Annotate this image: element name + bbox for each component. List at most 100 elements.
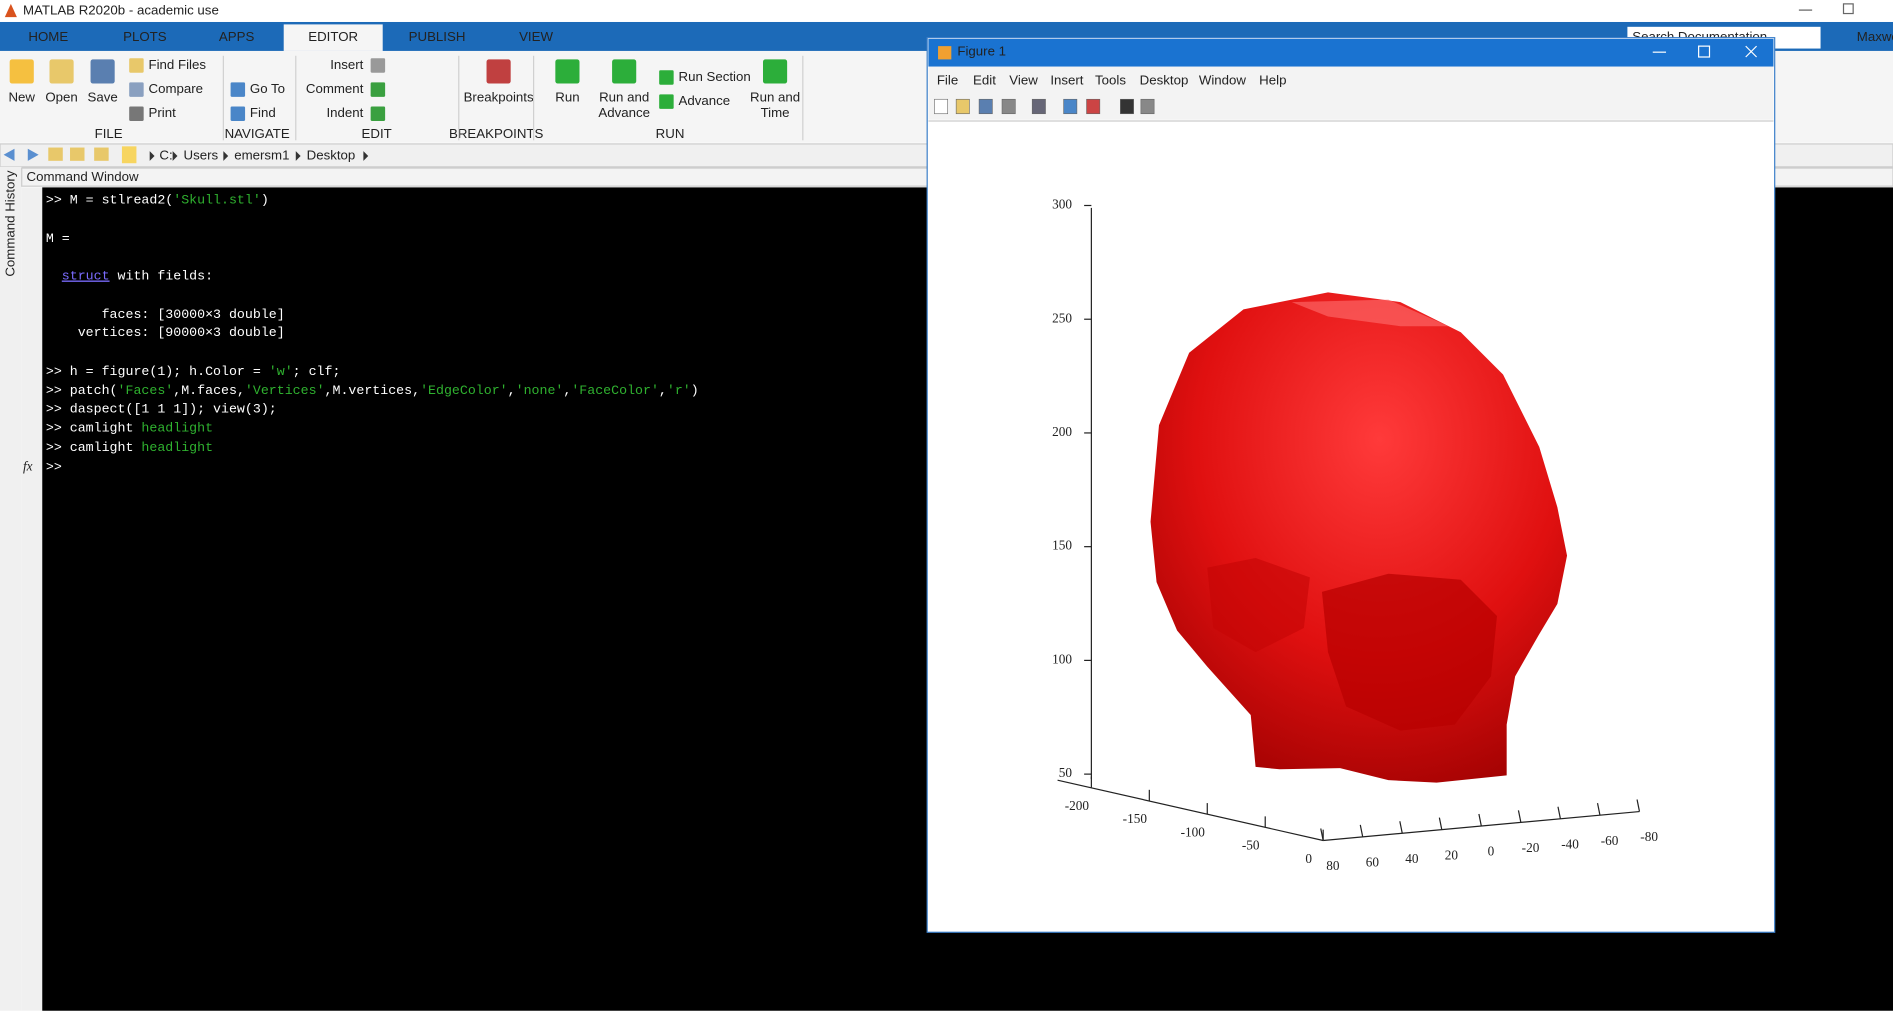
code-segment: 'EdgeColor' bbox=[420, 383, 508, 398]
menu-item[interactable]: View bbox=[1009, 73, 1038, 88]
button-icon[interactable] bbox=[486, 59, 511, 84]
restore[interactable] bbox=[1842, 3, 1854, 15]
button-label[interactable]: Comment bbox=[306, 81, 364, 96]
button-icon[interactable] bbox=[129, 58, 144, 73]
button-icon[interactable] bbox=[129, 82, 144, 97]
button-label[interactable]: Breakpoints bbox=[464, 90, 534, 105]
browse-button[interactable] bbox=[94, 147, 109, 161]
minimize[interactable]: — bbox=[1799, 1, 1813, 16]
tab[interactable]: HOME bbox=[28, 29, 68, 44]
button-label[interactable]: Find Files bbox=[148, 57, 206, 72]
button-label[interactable]: Advance bbox=[678, 93, 730, 108]
command-history-label[interactable]: Command History bbox=[2, 170, 17, 277]
button-icon[interactable] bbox=[659, 94, 674, 109]
button-label[interactable]: New bbox=[8, 90, 35, 105]
code-segment: >> bbox=[46, 459, 62, 474]
command-line: >> camlight headlight bbox=[46, 420, 213, 435]
user-name[interactable]: Maxwe bbox=[1857, 29, 1893, 44]
button-label[interactable]: Run bbox=[555, 90, 579, 105]
toolbar-button[interactable] bbox=[1031, 98, 1046, 115]
button-label[interactable]: Run and bbox=[599, 90, 649, 105]
button-label[interactable]: Compare bbox=[148, 81, 203, 96]
toolbar-button[interactable] bbox=[1001, 98, 1016, 115]
command-line: >> h = figure(1); h.Color = 'w'; clf; bbox=[46, 363, 341, 378]
toolbar-button[interactable] bbox=[955, 98, 970, 115]
tab[interactable]: APPS bbox=[219, 29, 255, 44]
path-segment[interactable]: C: bbox=[159, 147, 172, 162]
button-label[interactable]: Indent bbox=[326, 105, 363, 120]
toolbar-button[interactable] bbox=[1086, 98, 1101, 115]
button-label[interactable]: Print bbox=[148, 105, 176, 120]
matlab-logo bbox=[4, 3, 17, 18]
button-label[interactable]: Advance bbox=[598, 105, 650, 120]
y-tick-label: 80 bbox=[1326, 858, 1340, 873]
button-icon[interactable] bbox=[90, 59, 115, 84]
y-tick-label: -60 bbox=[1601, 833, 1619, 848]
command-line: >> patch('Faces',M.faces,'Vertices',M.ve… bbox=[46, 383, 699, 398]
group-label: NAVIGATE bbox=[225, 126, 290, 141]
button-label[interactable]: Run Section bbox=[678, 69, 750, 84]
command-line: >> daspect([1 1 1]); view(3); bbox=[46, 401, 277, 416]
fx-icon[interactable]: fx bbox=[23, 459, 33, 474]
button-icon[interactable] bbox=[370, 82, 386, 97]
path-arrow bbox=[363, 151, 369, 161]
back-button[interactable] bbox=[3, 148, 15, 161]
toolbar-button[interactable] bbox=[978, 98, 993, 115]
button-icon[interactable] bbox=[612, 59, 637, 84]
path-segment[interactable]: Users bbox=[184, 147, 219, 162]
code-segment: with fields: bbox=[110, 268, 213, 283]
toolbar-button[interactable] bbox=[1063, 98, 1078, 115]
button-icon[interactable] bbox=[129, 106, 144, 121]
up-button[interactable] bbox=[48, 147, 63, 161]
path-arrow bbox=[295, 151, 301, 161]
menu-item[interactable]: Desktop bbox=[1140, 73, 1189, 88]
button-icon[interactable] bbox=[230, 82, 246, 97]
button-label[interactable]: Time bbox=[761, 105, 790, 120]
link[interactable]: struct bbox=[62, 268, 110, 283]
toolbar-button[interactable] bbox=[934, 98, 949, 115]
command-line: struct with fields: bbox=[46, 268, 213, 283]
figure-maximize[interactable] bbox=[1698, 45, 1711, 58]
button-icon[interactable] bbox=[49, 59, 74, 84]
code-segment: , bbox=[508, 383, 516, 398]
x-tick-label: -50 bbox=[1242, 838, 1260, 853]
button-icon[interactable] bbox=[370, 106, 386, 121]
tab[interactable]: PLOTS bbox=[123, 29, 167, 44]
code-segment: , bbox=[563, 383, 571, 398]
tab[interactable]: EDITOR bbox=[308, 29, 358, 44]
figure-menu: File Edit View Insert Tools Desktop Window Help bbox=[937, 73, 1287, 88]
menu-item[interactable]: Help bbox=[1259, 73, 1286, 88]
group-label: BREAKPOINTS bbox=[449, 126, 544, 141]
button-label[interactable]: Find bbox=[250, 105, 276, 120]
button-label[interactable]: Run and bbox=[750, 90, 800, 105]
button-label[interactable]: Insert bbox=[330, 57, 363, 72]
menu-item[interactable]: Tools bbox=[1095, 73, 1126, 88]
path-arrow bbox=[223, 151, 229, 161]
button-icon[interactable] bbox=[370, 58, 386, 73]
command-line: >> camlight headlight bbox=[46, 439, 213, 454]
tab[interactable]: VIEW bbox=[519, 29, 553, 44]
path-segment[interactable]: Desktop bbox=[307, 147, 356, 162]
browse-button[interactable] bbox=[70, 147, 85, 161]
forward-button[interactable] bbox=[27, 148, 39, 161]
path-segment[interactable]: emersm1 bbox=[234, 147, 289, 162]
button-icon[interactable] bbox=[9, 59, 34, 84]
toolbar-button[interactable] bbox=[1120, 98, 1134, 115]
button-icon[interactable] bbox=[659, 70, 674, 85]
toolbar-button[interactable] bbox=[1140, 98, 1155, 115]
button-icon[interactable] bbox=[555, 59, 580, 84]
menu-item[interactable]: File bbox=[937, 73, 958, 88]
menu-item[interactable]: Window bbox=[1199, 73, 1247, 88]
folder-icon bbox=[121, 146, 137, 164]
menu-item[interactable]: Edit bbox=[973, 73, 996, 88]
figure-close[interactable] bbox=[1745, 45, 1758, 58]
button-label[interactable]: Open bbox=[45, 90, 77, 105]
tab[interactable]: PUBLISH bbox=[409, 29, 466, 44]
button-icon[interactable] bbox=[230, 106, 246, 121]
button-icon[interactable] bbox=[762, 59, 788, 84]
active-tab[interactable] bbox=[283, 24, 383, 51]
button-label[interactable]: Go To bbox=[250, 81, 285, 96]
code-segment: >> M = stlread2( bbox=[46, 192, 173, 207]
menu-item[interactable]: Insert bbox=[1050, 73, 1083, 88]
button-label[interactable]: Save bbox=[87, 90, 117, 105]
